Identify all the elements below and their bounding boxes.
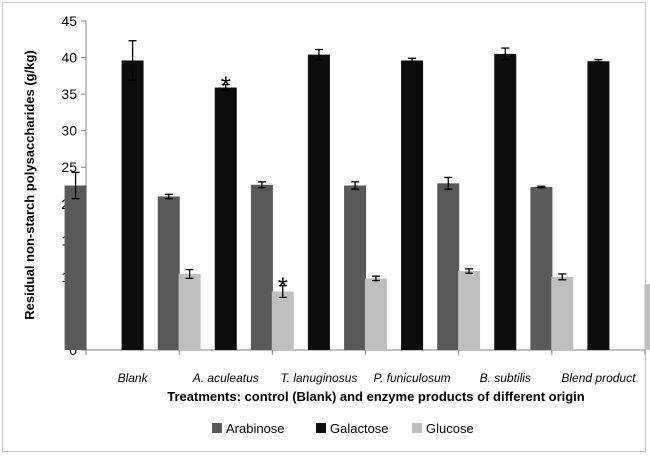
x-axis-title: Treatments: control (Blank) and enzyme p… — [167, 389, 585, 404]
bar-arabinose — [437, 183, 460, 350]
x-tick-label: B. subtilis — [480, 371, 531, 385]
y-tick-label: 40 — [61, 50, 77, 66]
bar-galactose — [494, 53, 517, 351]
legend: Arabinose Galactose Glucose — [212, 421, 474, 436]
bar-arabinose — [157, 196, 180, 350]
x-tick-label: Blank — [118, 371, 149, 385]
bar-glucose — [271, 291, 294, 350]
bar-arabinose — [530, 186, 553, 350]
legend-swatch-glucose — [412, 423, 422, 433]
significance-marker: * — [221, 71, 231, 101]
bar-glucose — [458, 271, 481, 350]
legend-swatch-arabinose — [212, 423, 222, 433]
y-tick-label: 35 — [61, 86, 77, 102]
bar-arabinose — [344, 185, 367, 350]
bar-glucose — [178, 273, 201, 350]
legend-label: Arabinose — [226, 421, 285, 436]
bar-glucose — [551, 276, 574, 350]
bar-galactose — [121, 60, 144, 350]
bar-arabinose — [64, 185, 87, 350]
bar-galactose — [401, 60, 424, 350]
y-tick-label: 25 — [61, 159, 77, 175]
legend-label: Galactose — [330, 421, 389, 436]
y-tick-label: 45 — [61, 13, 77, 29]
legend-swatch-galactose — [316, 423, 326, 433]
x-tick-label: A. aculeatus — [192, 371, 259, 385]
bar-galactose — [587, 61, 610, 350]
x-tick-label: Blend product — [561, 371, 636, 385]
bar-galactose — [307, 54, 330, 351]
significance-marker: * — [278, 272, 288, 302]
x-tick-label: P. funiculosum — [374, 371, 451, 385]
bar-glucose — [364, 278, 387, 350]
x-tick-label: T. lanuginosus — [280, 371, 357, 385]
y-axis-title-group: Residual non-starch polysaccharides (g/k… — [22, 50, 37, 319]
bar-glucose — [644, 284, 650, 350]
bar-galactose — [214, 87, 237, 350]
bar-arabinose — [250, 184, 273, 350]
y-tick-label: 30 — [61, 123, 77, 139]
y-axis-title: Residual non-starch polysaccharides (g/k… — [22, 50, 37, 319]
legend-label: Glucose — [426, 421, 474, 436]
